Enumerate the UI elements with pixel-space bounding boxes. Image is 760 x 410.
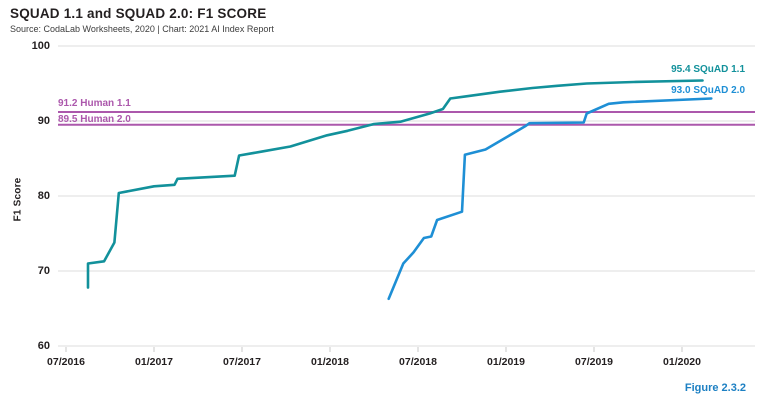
- x-tick-label: 07/2019: [575, 356, 613, 368]
- y-tick-label: 70: [37, 265, 50, 277]
- x-tick-label: 01/2020: [663, 356, 701, 368]
- x-tick-label: 01/2019: [487, 356, 525, 368]
- x-tick-label: 07/2016: [47, 356, 85, 368]
- x-axis-ticks: [65, 347, 683, 352]
- x-tick-label: 01/2017: [135, 356, 173, 368]
- y-tick-label: 60: [37, 340, 50, 352]
- x-tick-label: 01/2018: [311, 356, 349, 368]
- x-tick-label: 07/2018: [399, 356, 437, 368]
- squad11-final-value-label: 95.4 SQuAD 1.1: [671, 63, 745, 75]
- y-tick-label: 100: [31, 40, 50, 52]
- figure-number: Figure 2.3.2: [684, 382, 746, 394]
- squad-1-1-line: [86, 79, 704, 289]
- y-gridlines: [58, 45, 755, 347]
- human11-baseline-label: 91.2 Human 1.1: [58, 98, 131, 109]
- squad20-final-value-label: 93.0 SQuAD 2.0: [671, 84, 745, 96]
- human20-baseline-label: 89.5 Human 2.0: [58, 113, 131, 125]
- y-tick-label: 80: [37, 190, 50, 202]
- squad-2-0-line: [387, 97, 713, 301]
- chart-source-line: Source: CodaLab Worksheets, 2020 | Chart…: [10, 24, 274, 34]
- x-tick-label: 07/2017: [223, 356, 261, 368]
- chart-title: SQUAD 1.1 and SQUAD 2.0: F1 SCORE: [10, 6, 267, 21]
- y-tick-label: 90: [37, 115, 50, 127]
